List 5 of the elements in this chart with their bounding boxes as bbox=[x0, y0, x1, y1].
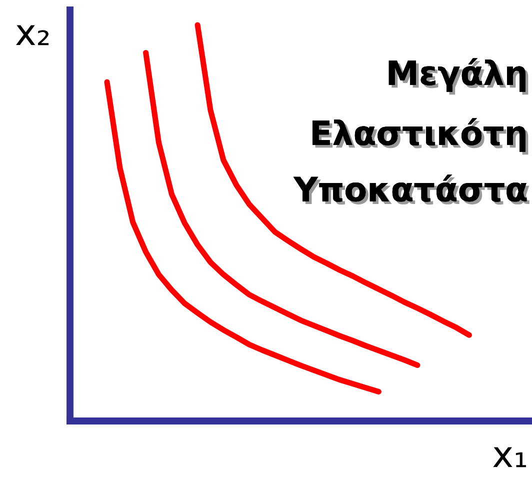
annotation: Μεγάλη bbox=[388, 58, 528, 95]
annotation: Υποκατάστα bbox=[293, 174, 530, 205]
y-axis-title: x₂ bbox=[16, 25, 49, 46]
x-axis-title: x₁ bbox=[493, 447, 526, 468]
annotation: Ελαστικότη bbox=[312, 118, 528, 155]
